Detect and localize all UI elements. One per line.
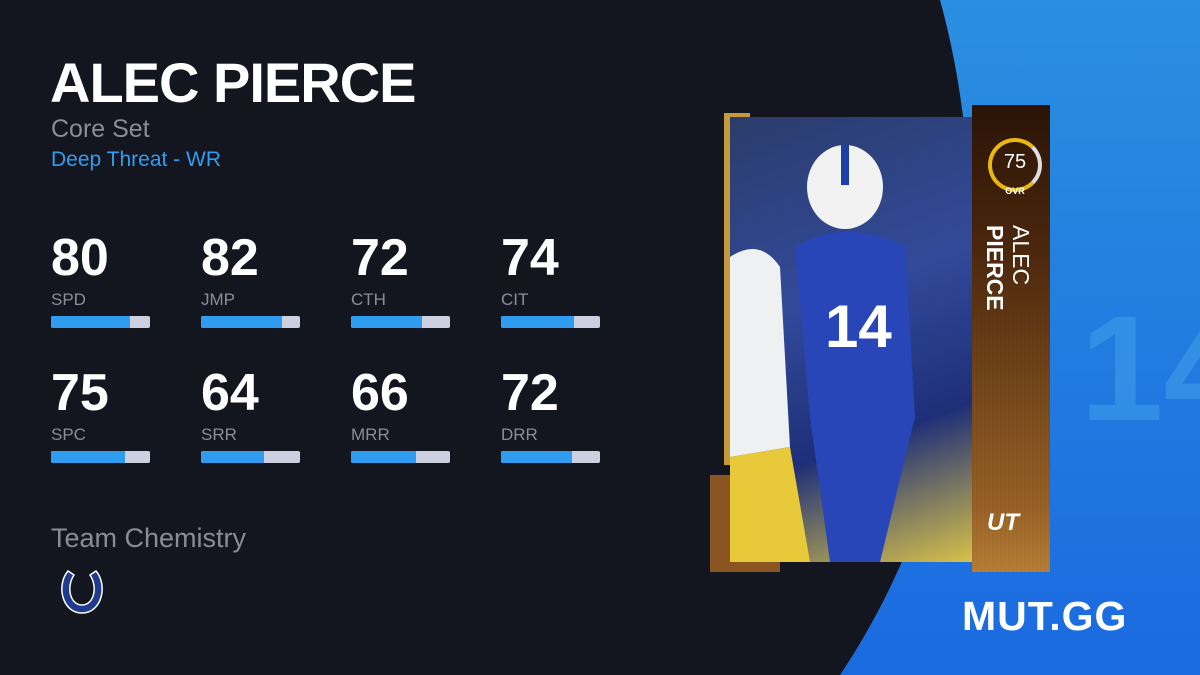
svg-text:14: 14 [825, 293, 892, 360]
card-first-name: ALEC [1008, 225, 1034, 286]
stat-srr: 64 SRR [201, 367, 301, 463]
card-set: Core Set [51, 115, 150, 143]
svg-text:14: 14 [1080, 284, 1200, 452]
ovr-value: 75 [1003, 151, 1027, 173]
stat-bar [501, 451, 600, 463]
stat-value: 64 [201, 364, 259, 422]
team-chemistry-label: Team Chemistry [51, 523, 247, 553]
stat-label: DRR [501, 425, 538, 444]
stat-value: 74 [501, 229, 559, 287]
stat-bar [351, 451, 450, 463]
stat-value: 80 [51, 229, 109, 287]
stat-value: 72 [501, 364, 559, 422]
stat-value: 82 [201, 229, 259, 287]
stat-bar-fill [201, 316, 283, 328]
stat-label: SPD [51, 290, 86, 309]
colts-horseshoe-icon[interactable] [58, 567, 106, 617]
stat-bar-fill [351, 451, 417, 463]
card-player-name: ALEC PIERCE [982, 225, 1034, 311]
stat-label: SPC [51, 425, 86, 444]
stat-label: CTH [351, 290, 386, 309]
stat-label: MRR [351, 425, 390, 444]
stat-value: 75 [51, 364, 109, 422]
stat-bar-fill [501, 451, 573, 463]
stat-bar-fill [201, 451, 265, 463]
ovr-rating-badge: 75 OVR [988, 138, 1042, 196]
stat-spc: 75 SPC [51, 367, 151, 463]
stat-value: 66 [351, 364, 409, 422]
stat-bar [501, 316, 600, 328]
stat-cit: 74 CIT [501, 232, 601, 328]
stat-bar-fill [501, 316, 575, 328]
player-name: ALEC PIERCE [50, 51, 416, 114]
ovr-label: OVR [1005, 186, 1025, 196]
stat-bar-fill [351, 316, 423, 328]
stat-bar [351, 316, 450, 328]
stat-label: CIT [501, 290, 529, 309]
stat-bar [201, 451, 300, 463]
stat-bar [51, 451, 150, 463]
stat-jmp: 82 JMP [201, 232, 301, 328]
card-last-name: PIERCE [982, 225, 1008, 311]
stat-bar-fill [51, 451, 126, 463]
archetype: Deep Threat - WR [51, 148, 221, 171]
stat-label: SRR [201, 425, 237, 444]
mut-gg-logo[interactable]: MUT.GG [962, 593, 1128, 639]
player-card[interactable]: 14 75 OVR ALEC PIERCE UT [710, 105, 1050, 572]
stat-drr: 72 DRR [501, 367, 601, 463]
stat-cth: 72 CTH [351, 232, 451, 328]
player-photo: 14 [730, 117, 975, 562]
stat-bar [201, 316, 300, 328]
stat-bar-fill [51, 316, 131, 328]
stat-spd: 80 SPD [51, 232, 151, 328]
stat-mrr: 66 MRR [351, 367, 451, 463]
ut-badge: UT [987, 509, 1019, 536]
stat-bar [51, 316, 150, 328]
stat-value: 72 [351, 229, 409, 287]
stat-label: JMP [201, 290, 235, 309]
card-frame [710, 113, 780, 572]
